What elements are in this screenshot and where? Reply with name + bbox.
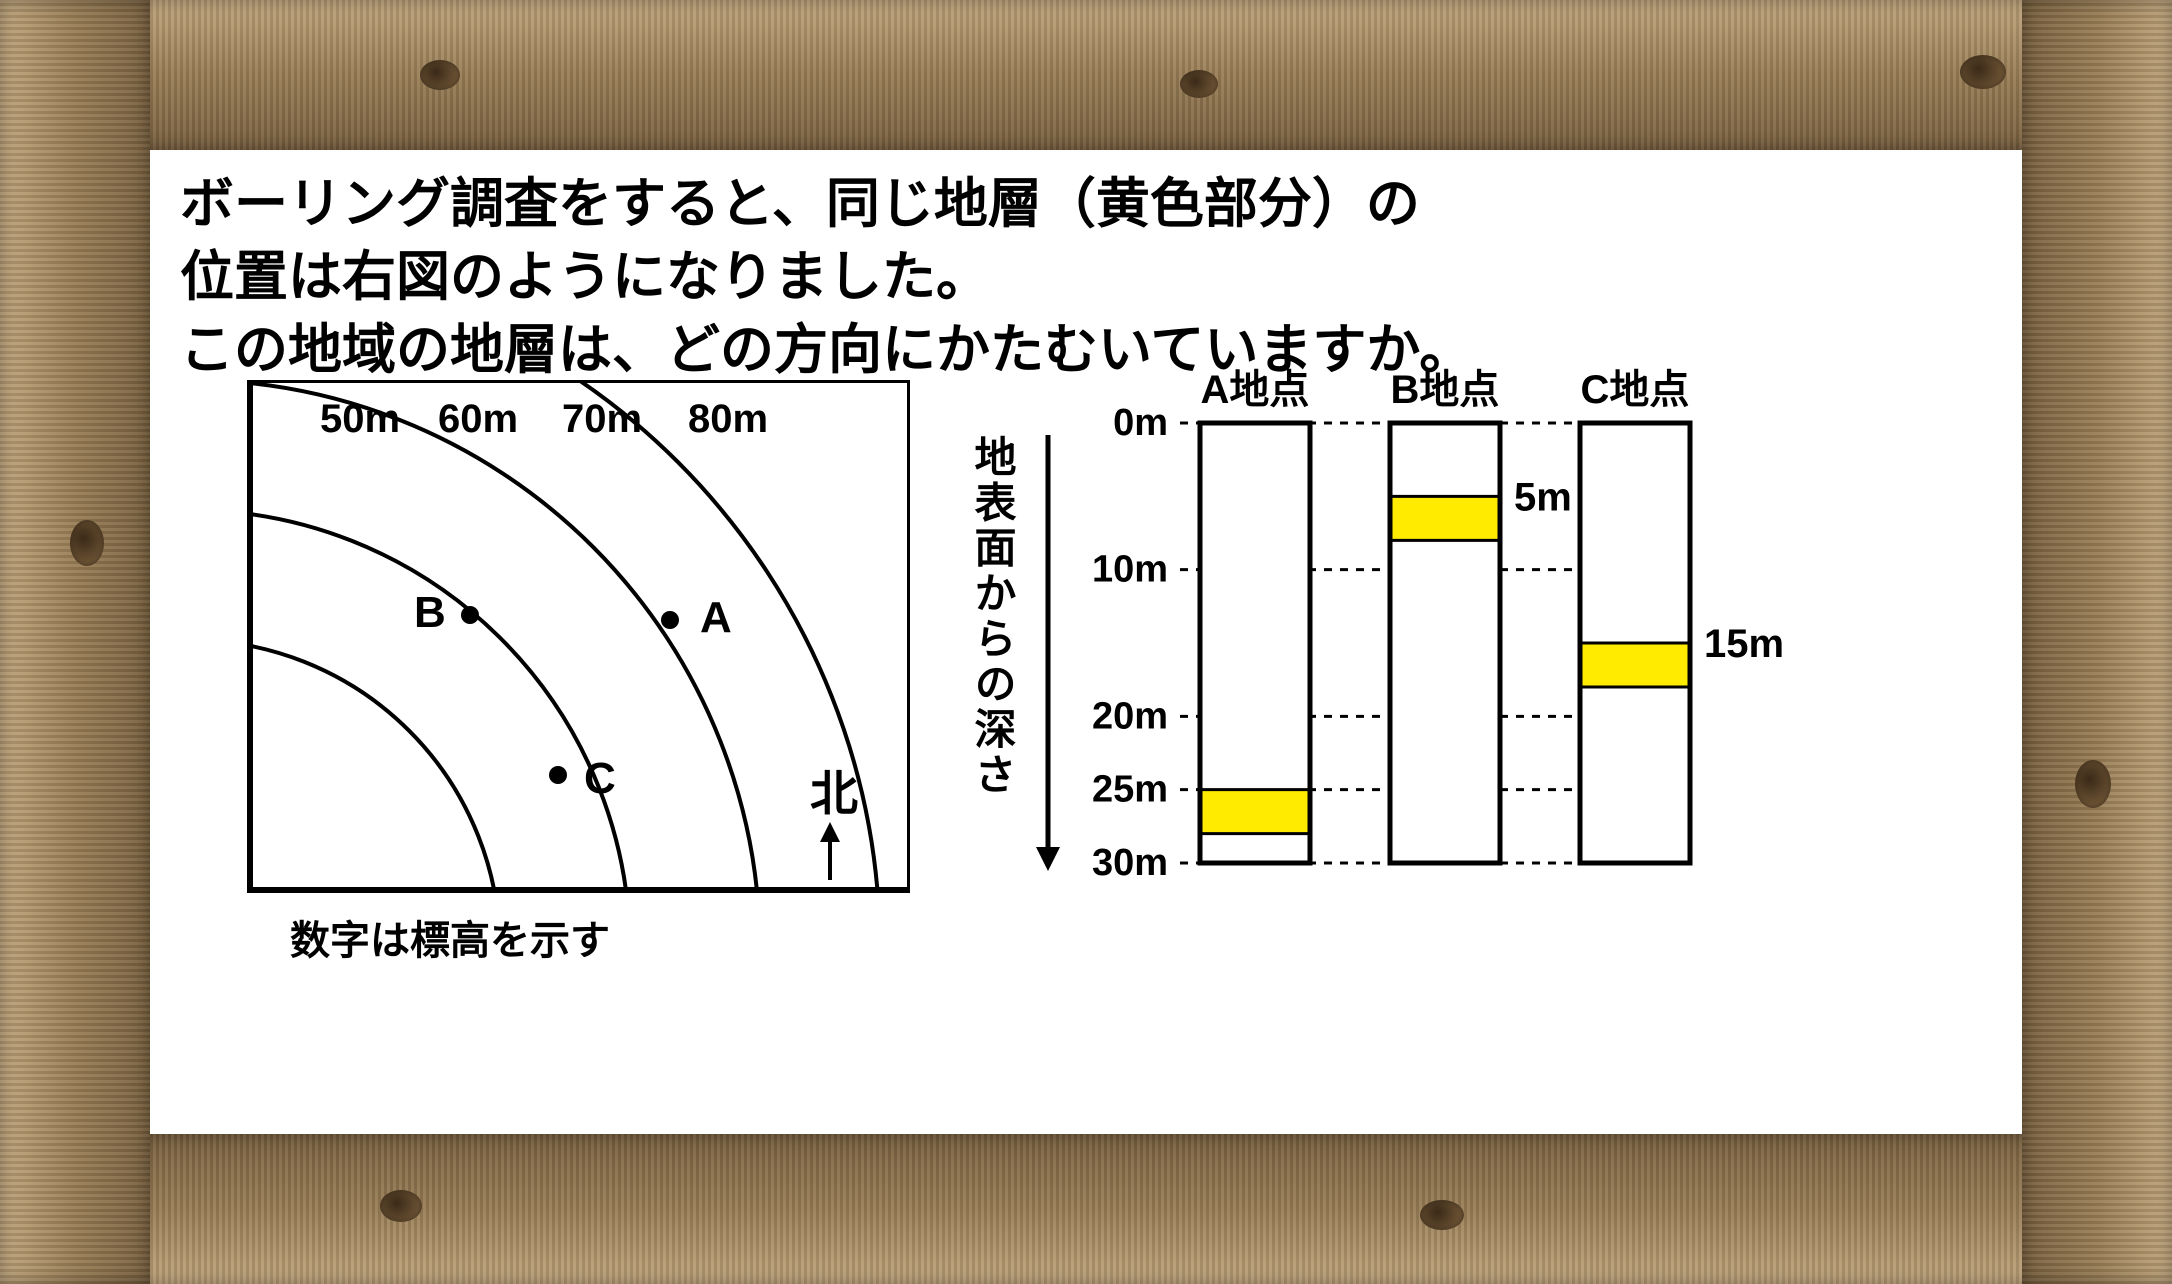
depth-tick-label: 20m: [1092, 695, 1168, 737]
frame-knot: [2075, 760, 2111, 808]
question-line1: ボーリング調査をすると、同じ地層（黄色部分）の: [180, 174, 1420, 234]
map-point-label-C: C: [584, 754, 616, 803]
contour-map-svg: 50m 60m 70m 80m A B C 北: [240, 380, 910, 940]
boring-cores-svg: 0m 10m 20m 25m 30m A地点 B地点 5m C地点 15m: [1010, 365, 1850, 945]
core-side-label: 15m: [1704, 622, 1784, 666]
frame-rail-left: [0, 0, 150, 1284]
yellow-layer: [1200, 790, 1310, 834]
frame-knot: [380, 1190, 422, 1222]
contour-map: 50m60m70m80mABC北 数字は標高を示す: [240, 380, 910, 940]
frame-knot: [420, 60, 460, 90]
depth-tick-label: 30m: [1092, 842, 1168, 884]
depth-tick-label: 25m: [1092, 769, 1168, 811]
contour-label: 60m: [438, 397, 518, 441]
depth-tick-label: 0m: [1113, 402, 1168, 444]
map-point-B: [461, 606, 479, 624]
frame-rail-top: [0, 0, 2172, 150]
whiteboard: ボーリング調査をすると、同じ地層（黄色部分）の 位置は右図のようになりました。 …: [150, 150, 2022, 1134]
question-line2: 位置は右図のようになりました。: [180, 247, 990, 307]
frame-knot: [1420, 1200, 1464, 1230]
map-point-label-A: A: [700, 593, 732, 642]
map-caption: 数字は標高を示す: [290, 908, 610, 966]
north-arrow-icon: [820, 822, 840, 842]
map-point-label-B: B: [414, 588, 446, 637]
frame-knot: [1960, 55, 2006, 89]
frame-knot: [1180, 70, 1218, 98]
yellow-layer: [1580, 643, 1690, 687]
depth-tick-label: 10m: [1092, 549, 1168, 591]
frame-knot: [70, 520, 104, 566]
depth-arrow-icon: [1036, 847, 1060, 871]
core-header: A地点: [1201, 368, 1310, 412]
depth-axis-label: 地表面からの深さ: [962, 435, 1023, 798]
core-side-label: 5m: [1514, 475, 1572, 519]
map-point-A: [661, 611, 679, 629]
boring-cores: 地表面からの深さ 0m10m20m25m30mA地点B地点5mC地点15m: [1010, 365, 1850, 945]
frame-rail-right: [2022, 0, 2172, 1284]
question-text: ボーリング調査をすると、同じ地層（黄色部分）の 位置は右図のようになりました。 …: [180, 168, 1992, 387]
contour-label: 50m: [320, 397, 400, 441]
yellow-layer: [1390, 496, 1500, 540]
map-point-C: [549, 766, 567, 784]
core-header: C地点: [1581, 368, 1690, 412]
north-label: 北: [810, 768, 858, 821]
core-header: B地点: [1391, 368, 1500, 412]
contour-label: 80m: [688, 397, 768, 441]
frame-rail-bottom: [0, 1134, 2172, 1284]
contour-label: 70m: [562, 397, 642, 441]
